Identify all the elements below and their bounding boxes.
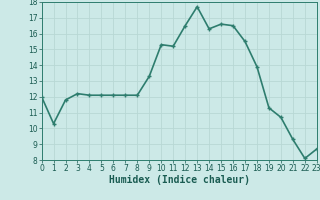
X-axis label: Humidex (Indice chaleur): Humidex (Indice chaleur) bbox=[109, 175, 250, 185]
